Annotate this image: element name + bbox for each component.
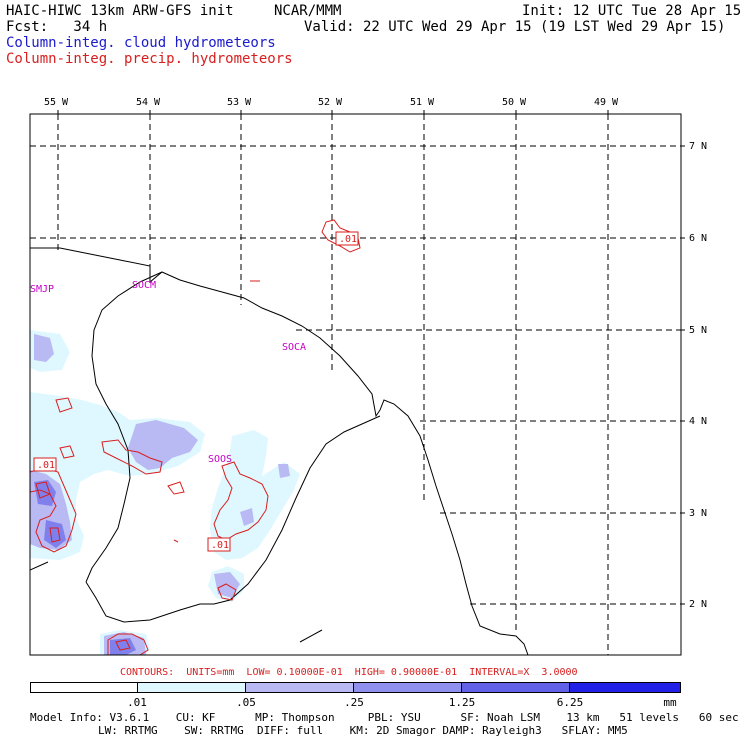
lat-label: 4 N <box>689 416 708 427</box>
lat-label: 6 N <box>689 233 708 244</box>
legend-swatch <box>461 682 570 693</box>
legend-label: 1.25 <box>448 696 476 709</box>
legend-unit: mm <box>663 696 677 709</box>
lat-label: 7 N <box>689 141 708 152</box>
valid-time: Valid: 22 UTC Wed 29 Apr 15 (19 LST Wed … <box>304 19 726 35</box>
center-name: NCAR/MMM <box>274 3 342 19</box>
contours-info: CONTOURS: UNITS=mm LOW= 0.10000E-01 HIGH… <box>120 667 578 678</box>
model-info-line1: Model Info: V3.6.1 CU: KF MP: Thompson P… <box>30 711 739 724</box>
map-frame <box>29 113 682 656</box>
lon-label: 50 W <box>502 97 527 108</box>
lon-label: 53 W <box>227 97 252 108</box>
lon-label: 51 W <box>410 97 435 108</box>
cloud-shading <box>30 330 300 655</box>
coastline-borders <box>30 247 529 655</box>
field-precip-label: Column-integ. precip. hydrometeors <box>6 51 293 67</box>
legend-swatch <box>353 682 462 693</box>
model-title: HAIC-HIWC 13km ARW-GFS init <box>6 3 234 19</box>
lon-label: 54 W <box>136 97 161 108</box>
contour-label-boxes <box>33 231 359 552</box>
station-label: SOCA <box>282 342 306 353</box>
legend-swatch <box>245 682 354 693</box>
init-time: Init: 12 UTC Tue 28 Apr 15 <box>522 3 740 19</box>
lat-label: 3 N <box>689 508 708 519</box>
station-label: SMJP <box>30 284 54 295</box>
lat-lon-grid <box>30 114 681 655</box>
station-label: SOOS <box>208 454 232 465</box>
legend-swatch <box>30 682 138 693</box>
station-label: SOCM <box>132 280 156 291</box>
lon-label: 49 W <box>594 97 619 108</box>
legend-label: .25 <box>344 696 364 709</box>
lat-label: 2 N <box>689 599 708 610</box>
legend-swatch <box>569 682 681 693</box>
legend-label: 6.25 <box>556 696 584 709</box>
legend-swatch <box>137 682 246 693</box>
model-info-line2: LW: RRTMG SW: RRTMG DIFF: full KM: 2D Sm… <box>98 724 628 737</box>
forecast-hour: Fcst: 34 h <box>6 19 108 35</box>
lon-label: 52 W <box>318 97 343 108</box>
legend-label: .01 <box>127 696 147 709</box>
legend-label: .05 <box>236 696 256 709</box>
contour-label: .01 <box>211 540 229 551</box>
contour-label: .01 <box>339 234 357 245</box>
lon-label: 55 W <box>44 97 69 108</box>
lat-label: 5 N <box>689 325 708 336</box>
field-cloud-label: Column-integ. cloud hydrometeors <box>6 35 276 51</box>
contour-label: .01 <box>37 460 55 471</box>
